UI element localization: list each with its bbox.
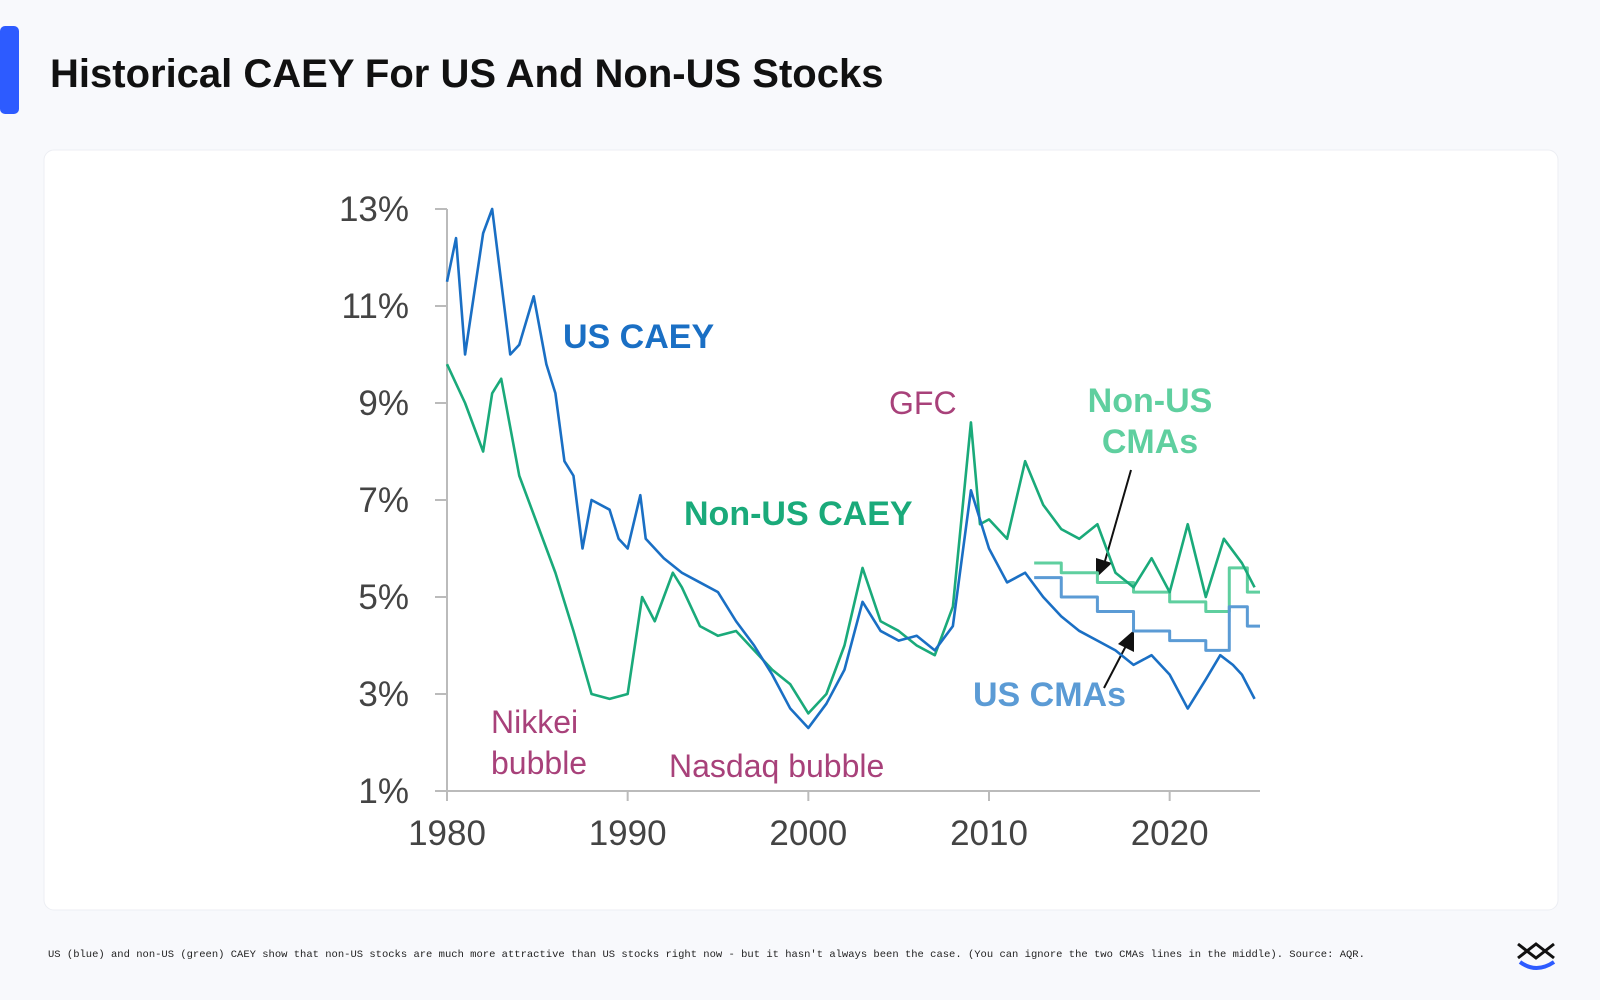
logo [1517,942,1556,970]
x-tick-label: 2000 [769,814,847,853]
x-tick-label: 1990 [589,814,667,853]
series-label: Non-US CMAs [1088,382,1213,461]
page-title: Historical CAEY For US And Non-US Stocks [50,52,883,96]
series-line [445,363,1256,715]
series-label: Non-US CAEY [684,495,913,533]
y-tick-label: 7% [358,481,409,520]
series-line [1034,576,1260,652]
series-label: US CMAs [973,676,1126,714]
arrowhead [1096,558,1112,578]
series-label: US CAEY [563,318,714,356]
y-tick-label: 13% [339,190,409,229]
annotation: bubble [491,745,587,781]
y-tick-label: 1% [358,772,409,811]
arrow [1103,641,1129,689]
x-tick-label: 2020 [1131,814,1209,853]
series-line [445,207,1256,730]
x-tick-label: 1980 [408,814,486,853]
annotation: Nikkei [491,704,578,740]
caption: US (blue) and non-US (green) CAEY show t… [48,949,1365,961]
accent-tab [0,26,19,114]
x-tick-label: 2010 [950,814,1028,853]
y-tick-label: 3% [358,675,409,714]
y-tick-label: 11% [342,287,409,326]
series-line [1034,561,1260,614]
y-tick-label: 9% [358,384,409,423]
arrowhead [1118,630,1134,652]
chart-card [43,149,1559,911]
annotation: GFC [889,385,957,421]
annotation: Nasdaq bubble [669,748,884,784]
y-tick-label: 5% [358,578,409,617]
